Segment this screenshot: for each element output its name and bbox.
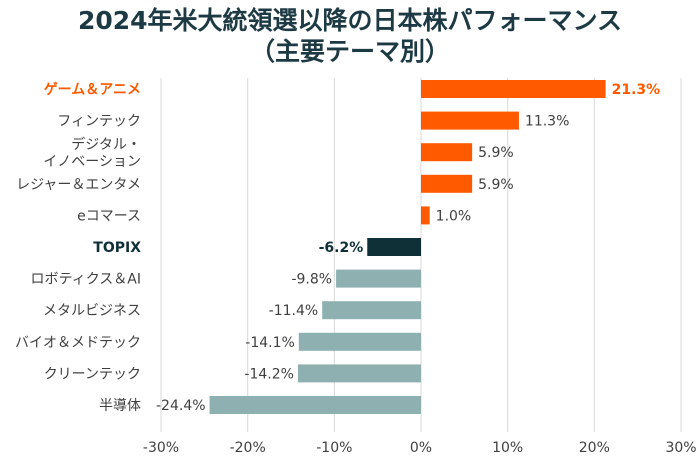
value-label: -14.1% (245, 335, 295, 351)
category-label: TOPIX (93, 240, 141, 256)
category-label: ロボティクス＆AI (31, 272, 141, 288)
value-label: 5.9% (478, 177, 514, 193)
value-label: 1.0% (436, 208, 472, 224)
category-label: メタルビジネス (43, 303, 141, 319)
bar (367, 238, 421, 256)
bar (421, 174, 473, 193)
bar (297, 364, 421, 383)
bar (209, 396, 421, 414)
x-tick-label: -20% (230, 440, 266, 456)
bar (336, 269, 421, 288)
value-label: -24.4% (156, 398, 206, 414)
bar (421, 111, 519, 130)
chart-subtitle: （主要テーマ別） (250, 37, 450, 66)
category-label: フィンテック (57, 114, 141, 130)
value-labels: 21.3% 11.3% 5.9% 5.9% 1.0% -6.2% -9.8% -11.4% -1… (156, 82, 660, 414)
category-label: バイオ＆メドテック (15, 335, 141, 351)
x-tick-label: 20% (579, 440, 610, 456)
x-tick-label: 10% (492, 440, 523, 456)
bar (421, 80, 606, 98)
x-tick-label: -10% (316, 440, 352, 456)
value-label: 11.3% (525, 114, 569, 130)
bar (298, 332, 421, 351)
category-label: eコマース (77, 208, 141, 224)
category-label: デジタル・イノベーション (43, 136, 141, 170)
chart-title: 2024年米大統領選以降の日本株パフォーマンス (78, 6, 622, 35)
category-label: 半導体 (99, 398, 141, 414)
x-tick-label: 30% (665, 440, 696, 456)
bar (421, 206, 430, 225)
value-label: 5.9% (478, 145, 514, 161)
bars (209, 80, 606, 414)
bar (421, 143, 473, 162)
x-tick-labels: -30% -20% -10% 0% 10% 20% 30% (143, 440, 697, 456)
x-tick-label: 0% (410, 440, 432, 456)
category-label: レジャー＆エンタメ (16, 177, 141, 193)
value-label: -6.2% (319, 240, 364, 256)
value-label: 21.3% (612, 82, 661, 98)
value-label: -11.4% (269, 303, 319, 319)
category-label: クリーンテック (44, 366, 141, 382)
x-tick-label: -30% (143, 440, 179, 456)
category-label: ゲーム＆アニメ (44, 81, 141, 98)
bar (322, 301, 421, 320)
grid-lines (160, 78, 682, 432)
value-label: -9.8% (291, 272, 332, 288)
value-label: -14.2% (244, 366, 294, 382)
